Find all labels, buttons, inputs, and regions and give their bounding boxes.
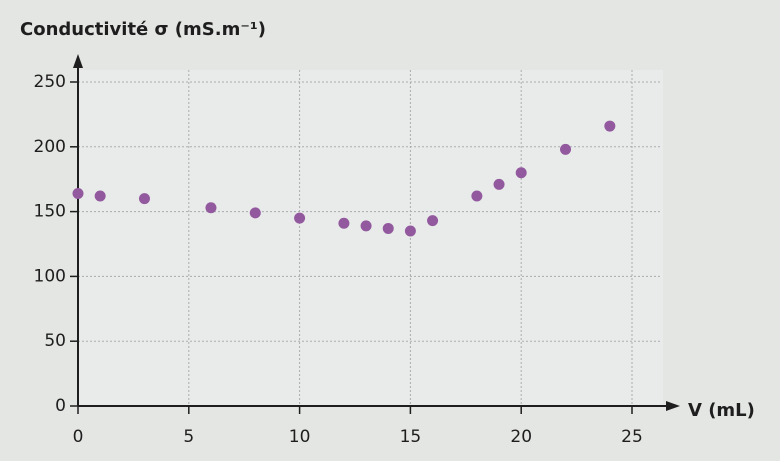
marks: [72, 120, 616, 237]
x-tick-label: 0: [73, 427, 84, 447]
point: [94, 190, 106, 202]
point: [249, 207, 261, 219]
x-tick-label: 20: [510, 427, 532, 447]
point: [382, 222, 394, 234]
point: [493, 178, 505, 190]
x-tick-label: 10: [289, 427, 311, 447]
point: [72, 187, 84, 199]
point: [604, 120, 616, 132]
y-tick-label: 200: [34, 137, 66, 157]
x-tick-label: 5: [183, 427, 194, 447]
y-arrow: [73, 54, 83, 68]
x-tick-label: 15: [400, 427, 422, 447]
y-axis-label: Conductivité σ (mS.m⁻¹): [20, 19, 266, 40]
y-tick-label: 100: [34, 266, 66, 286]
point: [138, 193, 150, 205]
point: [560, 143, 572, 155]
point: [205, 202, 217, 214]
y-tick-label: 150: [34, 202, 66, 222]
point: [427, 215, 439, 227]
point: [294, 212, 306, 224]
point: [515, 167, 527, 179]
y-tick-label: 50: [44, 331, 66, 351]
x-arrow: [666, 401, 680, 411]
point: [404, 225, 416, 237]
point: [471, 190, 483, 202]
point: [338, 217, 350, 229]
x-tick-label: 25: [621, 427, 643, 447]
point: [360, 220, 372, 232]
x-axis-label: V (mL): [688, 400, 755, 421]
y-tick-label: 250: [34, 72, 66, 92]
y-tick-label: 0: [55, 396, 66, 416]
plot-area: [78, 70, 663, 406]
